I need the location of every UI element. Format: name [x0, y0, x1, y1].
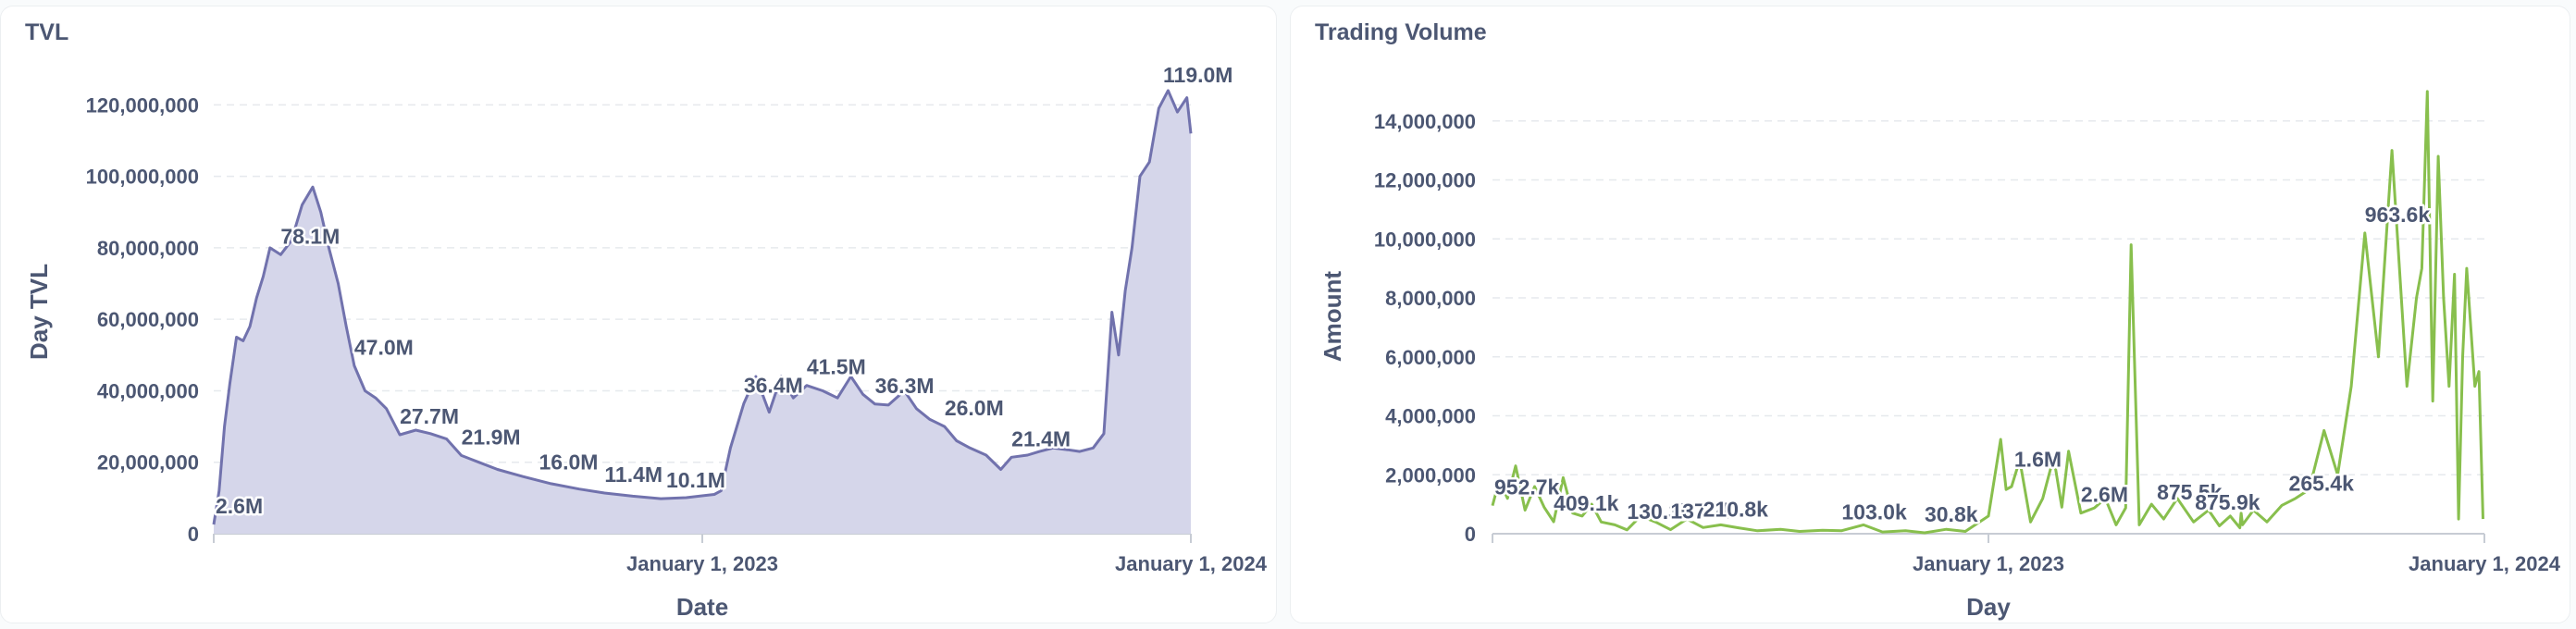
tvl-y-tick-label: 120,000,000	[86, 93, 199, 117]
volume-y-tick-label: 0	[1465, 523, 1476, 546]
volume-x-tick-label: January 1, 2023	[1913, 552, 2064, 575]
tvl-y-tick-label: 100,000,000	[86, 166, 199, 189]
volume-y-tick-label: 8,000,000	[1385, 287, 1476, 310]
volume-y-tick-label: 2,000,000	[1385, 463, 1476, 487]
tvl-x-axis-title: Date	[676, 593, 728, 621]
tvl-data-label: 36.4M	[744, 373, 803, 397]
tvl-series-line	[212, 89, 1193, 525]
tvl-data-label: 36.3M	[875, 374, 935, 398]
volume-data-label: 963.6k	[2365, 203, 2431, 227]
volume-data-label: 130.3k	[1627, 500, 1692, 524]
volume-data-label: 2.6M	[2081, 483, 2128, 507]
tvl-card: TVL 0 20,000,000 40,000,000 60,000,000 80,00…	[0, 6, 1277, 623]
tvl-data-label: 47.0M	[354, 335, 414, 359]
volume-data-label: 409.1k	[1554, 491, 1619, 515]
volume-x-tick-label: January 1, 2024	[2409, 552, 2561, 575]
tvl-data-label: 11.4M	[604, 462, 663, 487]
tvl-y-tick-label: 80,000,000	[97, 237, 199, 260]
volume-y-tick-label: 6,000,000	[1385, 346, 1476, 369]
volume-y-axis-title: Amount	[1319, 271, 1346, 363]
tvl-data-label: 16.0M	[539, 450, 599, 475]
volume-data-label: 952.7k	[1494, 475, 1560, 500]
tvl-y-tick-label: 0	[188, 523, 199, 546]
tvl-data-label: 78.1M	[280, 224, 340, 248]
tvl-y-axis-title: Day TVL	[25, 264, 53, 360]
volume-data-label: 210.8k	[1703, 497, 1769, 521]
tvl-data-label: 26.0M	[945, 396, 1004, 420]
tvl-y-tick-label: 40,000,000	[97, 379, 199, 402]
tvl-data-label: 119.0M	[1163, 63, 1232, 87]
trading-volume-card: Trading Volume 0 2,000,000 4,000,000 6,000,…	[1290, 6, 2570, 623]
tvl-data-label: 2.6M	[216, 494, 263, 518]
volume-y-tick-label: 4,000,000	[1385, 405, 1476, 428]
tvl-area-fill	[214, 90, 1191, 535]
tvl-y-tick-label: 60,000,000	[97, 308, 199, 331]
volume-y-tick-label: 12,000,000	[1374, 169, 1476, 192]
tvl-data-label: 41.5M	[807, 355, 866, 379]
tvl-data-label: 21.4M	[1011, 426, 1071, 450]
volume-series-line	[1491, 90, 2484, 535]
volume-data-label: 875.5k	[2157, 480, 2223, 504]
volume-data-label: 265.4k	[2289, 472, 2355, 496]
tvl-data-label: 10.1M	[666, 468, 725, 492]
tvl-x-tick-label: January 1, 2024	[1115, 552, 1268, 575]
volume-data-label: 103.0k	[1841, 500, 1907, 524]
tvl-y-tick-label: 20,000,000	[97, 451, 199, 475]
tvl-data-label: 27.7M	[400, 404, 459, 428]
tvl-data-label: 21.9M	[462, 425, 521, 449]
tvl-chart: 0 20,000,000 40,000,000 60,000,000 80,000,00…	[25, 61, 1268, 621]
trading-volume-card-title[interactable]: Trading Volume	[1315, 19, 1487, 45]
trading-volume-chart: 0 2,000,000 4,000,000 6,000,000 8,000,000 10,…	[1319, 90, 2561, 621]
tvl-x-tick-label: January 1, 2023	[626, 552, 778, 575]
volume-y-tick-label: 14,000,000	[1374, 110, 1476, 133]
volume-x-axis-title: Day	[1966, 593, 2011, 621]
volume-y-tick-label: 10,000,000	[1374, 228, 1476, 251]
tvl-card-title[interactable]: TVL	[25, 19, 69, 45]
volume-data-label: 875.9k	[2195, 490, 2260, 514]
volume-data-label: 137.7k	[1670, 500, 1736, 524]
volume-data-label: 1.6M	[2014, 447, 2062, 471]
volume-data-label: 30.8k	[1925, 502, 1978, 526]
